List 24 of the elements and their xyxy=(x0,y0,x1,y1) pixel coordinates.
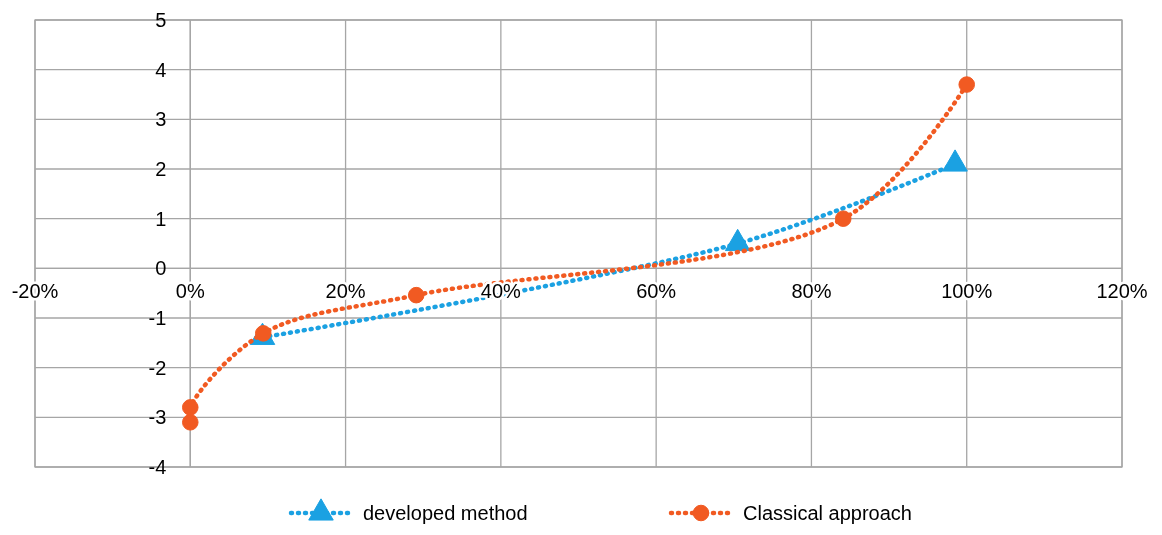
y-tick-label: -4 xyxy=(148,456,167,478)
point xyxy=(182,414,199,431)
x-tick-label: -20% xyxy=(11,280,59,303)
x-tick-label: 80% xyxy=(791,280,832,303)
y-tick-label: 3 xyxy=(155,108,167,131)
point xyxy=(958,76,975,93)
y-tick-label: 2 xyxy=(155,158,167,180)
point xyxy=(834,210,852,227)
y-tick-label: -1 xyxy=(148,307,167,329)
x-tick-label: 120% xyxy=(1096,280,1148,303)
y-tick-label: 0 xyxy=(155,257,167,280)
x-tick-label: 20% xyxy=(325,280,366,303)
y-tick-label: 1 xyxy=(155,207,167,230)
x-tick-label: 0% xyxy=(175,280,205,303)
y-tick-label: 4 xyxy=(155,58,167,81)
x-tick-label: 60% xyxy=(636,280,677,303)
y-tick-label: -3 xyxy=(148,406,167,429)
y-tick-label: -2 xyxy=(148,356,167,379)
legend-label: developed method xyxy=(363,502,528,524)
legend-label: Classical approach xyxy=(743,502,912,524)
y-tick-label: 5 xyxy=(155,9,167,31)
point xyxy=(407,286,425,304)
x-tick-label: 100% xyxy=(941,280,993,303)
point xyxy=(182,399,199,416)
